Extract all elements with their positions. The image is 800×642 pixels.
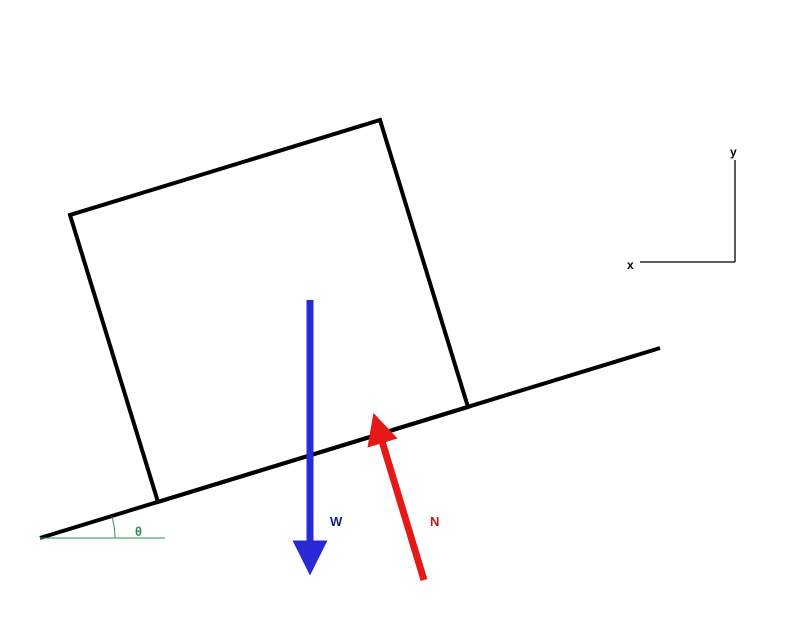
angle-arc [112,516,115,538]
axis-y-label: y [730,145,737,159]
axis-x-label: x [627,258,634,272]
angle-label: θ [135,524,142,539]
block [70,120,468,502]
weight-label: W [330,514,342,529]
free-body-diagram [0,0,800,642]
normal-label: N [430,514,439,529]
normal-arrow [378,428,424,580]
